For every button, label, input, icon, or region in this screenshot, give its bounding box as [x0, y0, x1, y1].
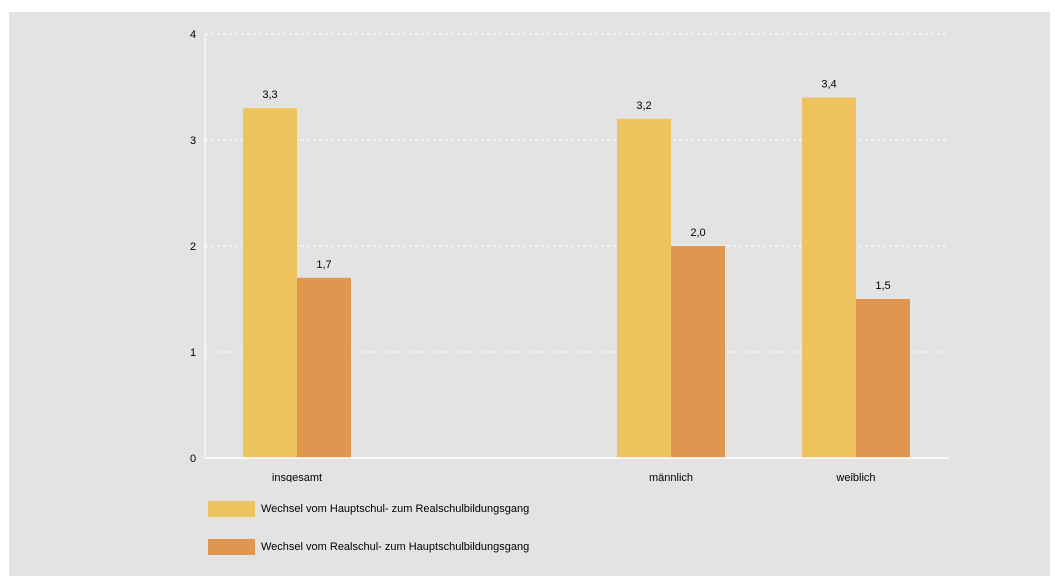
bar [671, 246, 725, 458]
legend-item-hauptschul-to-realschul: Wechsel vom Hauptschul- zum Realschulbil… [208, 501, 529, 517]
legend-label-hauptschul-to-realschul: Wechsel vom Hauptschul- zum Realschulbil… [261, 503, 530, 515]
legend-label-realschul-to-hauptschul: Wechsel vom Realschul- zum Hauptschulbil… [261, 541, 530, 553]
bar [243, 108, 297, 458]
data-label: 3,2 [636, 100, 651, 112]
legend-item-realschul-to-hauptschul: Wechsel vom Realschul- zum Hauptschulbil… [208, 539, 529, 555]
x-tick-label: männlich [649, 472, 693, 482]
bar [856, 299, 910, 458]
y-tick-label: 3 [190, 135, 196, 147]
bar [802, 97, 856, 458]
bar [617, 118, 671, 459]
data-label: 1,5 [875, 280, 890, 292]
legend: Wechsel vom Hauptschul- zum Realschulbil… [208, 501, 529, 577]
data-label: 3,4 [821, 79, 836, 91]
chart-panel: 0 1 2 3 4 3,3 3,2 3,4 1,7 2,0 1,5 insgesamt männlich… [9, 12, 1050, 576]
legend-swatch-realschul-to-hauptschul [208, 539, 255, 555]
y-tick-label: 1 [190, 347, 196, 359]
data-label: 2,0 [690, 227, 705, 239]
bar-chart: 0 1 2 3 4 3,3 3,2 3,4 1,7 2,0 1,5 insgesamt männlich… [190, 29, 949, 482]
y-tick-label: 0 [190, 453, 196, 465]
legend-swatch-hauptschul-to-realschul [208, 501, 255, 517]
y-tick-label: 2 [190, 241, 196, 253]
x-tick-label: insgesamt [272, 472, 322, 482]
x-tick-label: weiblich [835, 472, 875, 482]
y-tick-label: 4 [190, 29, 196, 41]
data-label: 3,3 [262, 89, 277, 101]
data-label: 1,7 [316, 259, 331, 271]
bar [297, 277, 351, 458]
